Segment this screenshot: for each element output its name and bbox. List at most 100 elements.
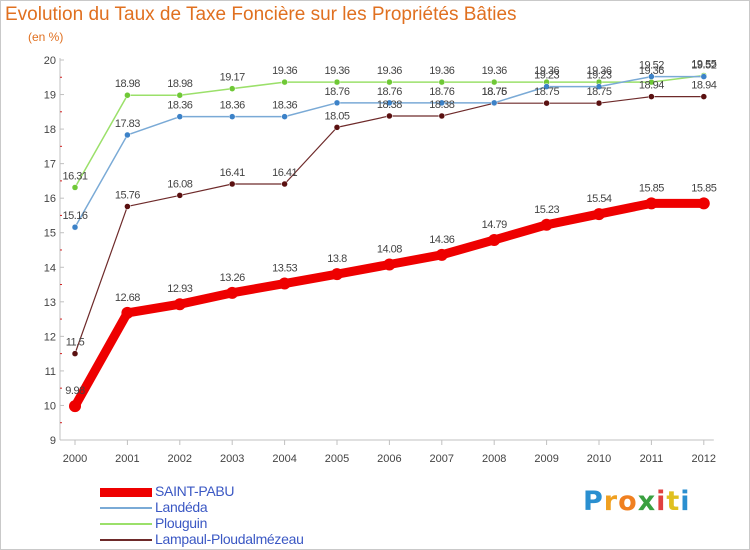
x-tick-label: 2007: [430, 453, 454, 465]
data-point: [281, 180, 288, 188]
logo-letter: o: [618, 486, 638, 517]
legend-item: Lampaul-Ploudalmézeau: [100, 531, 360, 548]
data-label: 17.83: [115, 118, 140, 130]
data-point: [593, 208, 605, 221]
data-point: [645, 197, 658, 210]
legend-item: Landéda: [100, 499, 360, 516]
x-tick-label: 2002: [168, 453, 192, 465]
data-label: 16.31: [62, 170, 87, 182]
data-point: [383, 258, 396, 271]
data-point: [386, 112, 393, 120]
data-label: 15.76: [115, 189, 140, 201]
x-tick-label: 2009: [534, 453, 558, 465]
data-point: [228, 85, 236, 92]
legend-swatch: [100, 487, 152, 497]
legend-swatch: [100, 539, 152, 541]
data-label: 18.76: [429, 86, 454, 98]
axes: 9 10 11 12 13 14 15 16 17 18 19 20 2000 2001 2002 2003 2…: [44, 55, 716, 465]
data-label: 19.52: [639, 60, 664, 72]
data-label: 18.38: [429, 99, 454, 111]
legend-label: Lampaul-Ploudalmézeau: [155, 531, 304, 547]
data-label: 19.52: [691, 60, 716, 72]
data-point: [281, 113, 288, 120]
x-tick-label: 2010: [587, 453, 611, 465]
data-label: 19.36: [272, 65, 297, 77]
data-label: 19.36: [482, 65, 507, 77]
data-label: 13.53: [272, 263, 297, 275]
data-label: 19.23: [586, 70, 611, 82]
x-tick-label: 2006: [377, 453, 401, 465]
data-label: 18.36: [167, 100, 192, 112]
y-tick-label: 11: [45, 366, 56, 378]
data-point: [333, 78, 341, 86]
x-tick-label: 2005: [325, 453, 349, 465]
data-point: [71, 350, 79, 357]
data-label: 9.98: [65, 385, 85, 397]
data-label: 15.85: [691, 182, 716, 194]
x-tick-label: 2012: [692, 453, 716, 465]
data-point: [333, 124, 341, 131]
data-point: [700, 93, 708, 100]
data-label: 12.68: [115, 292, 140, 304]
data-label: 18.75: [586, 86, 611, 98]
legend-label: SAINT-PABU: [155, 483, 235, 499]
data-label: 15.23: [534, 204, 559, 216]
data-label: 18.05: [324, 110, 349, 122]
data-label: 18.76: [377, 86, 402, 98]
series-line-3: [74, 96, 705, 355]
series-layer: [69, 72, 710, 413]
data-label: 19.36: [586, 65, 611, 77]
y-tick-label: 18: [44, 124, 56, 136]
data-point: [331, 268, 343, 281]
y-tick-label: 15: [44, 228, 56, 240]
data-label: 19.36: [324, 65, 349, 77]
data-label: 19.55: [691, 59, 716, 71]
y-tick-label: 19: [44, 90, 56, 102]
data-point: [121, 306, 134, 319]
data-point: [71, 223, 79, 231]
data-point: [176, 113, 184, 120]
y-tick-label: 20: [44, 55, 56, 67]
data-label: 19.36: [377, 65, 402, 77]
data-point: [228, 113, 236, 120]
y-tick-label: 16: [44, 193, 56, 205]
proxiti-logo: Proxiti: [583, 486, 691, 517]
data-point: [438, 112, 446, 120]
data-label: 19.36: [534, 65, 559, 77]
data-point: [124, 91, 131, 99]
data-point: [595, 83, 603, 90]
data-point: [540, 218, 553, 231]
legend-item: SAINT-PABU: [100, 483, 360, 500]
data-point: [438, 99, 446, 107]
x-tick-label: 2004: [272, 453, 296, 465]
x-tick-label: 2008: [482, 453, 506, 465]
data-label: 18.98: [115, 78, 140, 90]
data-label: 15.54: [586, 193, 611, 205]
data-label: 18.94: [691, 80, 716, 92]
logo-letter: x: [637, 486, 657, 517]
data-point: [176, 192, 184, 199]
legend-label: Landéda: [155, 499, 208, 515]
data-point: [226, 286, 239, 299]
series-line-0: [70, 198, 709, 411]
x-tick-label: 2003: [220, 453, 244, 465]
logo-letter: r: [603, 486, 619, 517]
y-tick-label: 10: [44, 400, 56, 412]
data-label: 13.8: [327, 253, 347, 265]
y-tick-label: 17: [44, 159, 56, 171]
data-point: [386, 78, 393, 86]
data-label: 14.08: [377, 244, 402, 256]
data-point: [543, 83, 550, 90]
data-label: 18.36: [220, 100, 245, 112]
data-point: [124, 131, 131, 139]
y-tick-label: 9: [50, 435, 56, 447]
data-point: [595, 99, 603, 107]
data-point: [173, 298, 186, 311]
data-label: 18.76: [324, 86, 349, 98]
legend-swatch: [100, 523, 152, 525]
data-label: 15.16: [62, 210, 87, 222]
data-point: [333, 99, 341, 107]
data-label: 19.23: [534, 70, 559, 82]
data-label: 18.75: [482, 86, 507, 98]
